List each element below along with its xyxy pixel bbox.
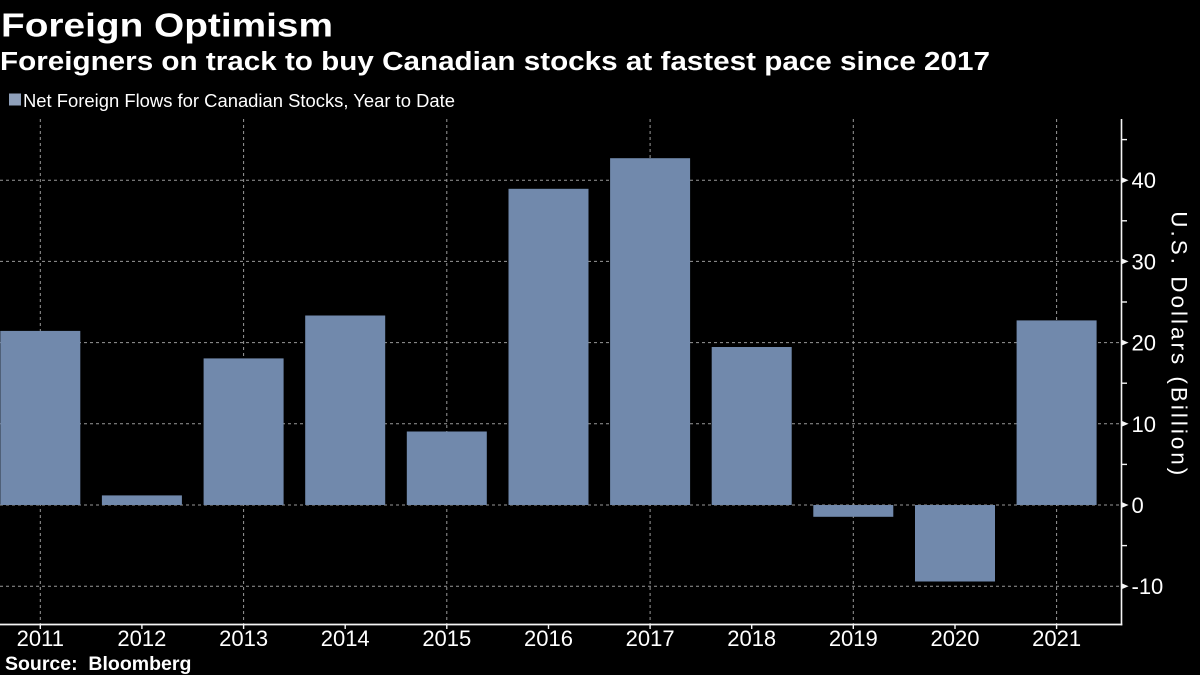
svg-text:2019: 2019 bbox=[829, 626, 878, 651]
svg-text:2016: 2016 bbox=[524, 626, 573, 651]
svg-text:-10: -10 bbox=[1132, 574, 1164, 599]
svg-text:2018: 2018 bbox=[727, 626, 776, 651]
svg-text:2017: 2017 bbox=[626, 626, 675, 651]
svg-text:Foreign Optimism: Foreign Optimism bbox=[1, 8, 333, 45]
svg-text:40: 40 bbox=[1132, 168, 1156, 193]
svg-text:30: 30 bbox=[1132, 249, 1156, 274]
svg-text:2011: 2011 bbox=[17, 626, 64, 651]
svg-text:U.S. Dollars (Billion): U.S. Dollars (Billion) bbox=[1167, 211, 1192, 475]
svg-text:Source: Bloomberg: Source: Bloomberg bbox=[5, 653, 191, 675]
svg-text:10: 10 bbox=[1132, 412, 1156, 437]
svg-text:2014: 2014 bbox=[321, 626, 370, 651]
svg-text:0: 0 bbox=[1132, 493, 1144, 518]
svg-text:20: 20 bbox=[1132, 331, 1156, 356]
svg-text:2013: 2013 bbox=[219, 626, 268, 651]
svg-text:Foreigners on track to buy Can: Foreigners on track to buy Canadian stoc… bbox=[0, 48, 990, 76]
svg-text:2015: 2015 bbox=[422, 626, 471, 651]
svg-text:Net Foreign Flows for Canadian: Net Foreign Flows for Canadian Stocks, Y… bbox=[23, 91, 455, 111]
svg-text:2021: 2021 bbox=[1032, 626, 1081, 651]
svg-text:2020: 2020 bbox=[931, 626, 980, 651]
svg-text:2012: 2012 bbox=[117, 626, 166, 651]
